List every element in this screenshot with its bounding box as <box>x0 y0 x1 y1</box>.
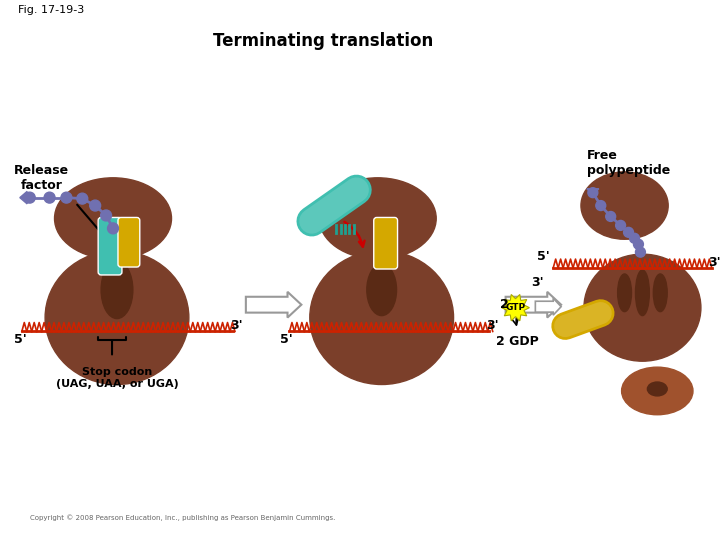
Polygon shape <box>587 188 599 195</box>
Text: 3': 3' <box>708 256 720 269</box>
Circle shape <box>44 192 55 203</box>
Text: Stop codon
(UAG, UAA, or UGA): Stop codon (UAG, UAA, or UGA) <box>55 367 179 389</box>
Ellipse shape <box>101 261 133 319</box>
Ellipse shape <box>319 178 436 259</box>
Ellipse shape <box>653 274 667 312</box>
Text: Fig. 17-19-3: Fig. 17-19-3 <box>18 5 84 15</box>
Ellipse shape <box>45 251 189 384</box>
Circle shape <box>24 192 35 203</box>
Circle shape <box>624 227 634 237</box>
Text: Copyright © 2008 Pearson Education, Inc., publishing as Pearson Benjamin Cumming: Copyright © 2008 Pearson Education, Inc.… <box>30 514 335 521</box>
FancyArrow shape <box>536 298 561 315</box>
Text: Release
factor: Release factor <box>14 164 69 192</box>
Circle shape <box>61 192 72 203</box>
Text: 2 GDP: 2 GDP <box>496 335 539 348</box>
Text: Terminating translation: Terminating translation <box>213 32 433 50</box>
Circle shape <box>588 188 598 198</box>
Circle shape <box>101 210 112 221</box>
Ellipse shape <box>636 270 649 315</box>
Ellipse shape <box>310 251 454 384</box>
Text: 5': 5' <box>537 250 550 263</box>
Ellipse shape <box>584 254 701 361</box>
Circle shape <box>107 223 119 234</box>
Circle shape <box>616 220 626 231</box>
Ellipse shape <box>621 367 693 415</box>
Ellipse shape <box>647 382 667 396</box>
Circle shape <box>636 247 645 257</box>
Text: 5': 5' <box>279 333 292 346</box>
Text: GTP: GTP <box>505 303 526 312</box>
FancyArrow shape <box>246 292 302 318</box>
Circle shape <box>606 212 616 221</box>
Text: 3': 3' <box>230 320 243 333</box>
Text: 2: 2 <box>500 298 508 310</box>
Circle shape <box>629 233 639 243</box>
Ellipse shape <box>55 178 171 259</box>
Circle shape <box>596 200 606 211</box>
Circle shape <box>634 239 644 249</box>
Circle shape <box>90 200 101 211</box>
Text: 3': 3' <box>531 276 544 289</box>
Polygon shape <box>20 192 34 204</box>
Circle shape <box>77 193 88 204</box>
FancyBboxPatch shape <box>98 218 122 275</box>
Text: 5': 5' <box>14 333 27 346</box>
Ellipse shape <box>366 264 397 315</box>
Text: 3': 3' <box>486 320 498 333</box>
FancyArrow shape <box>505 292 561 318</box>
FancyBboxPatch shape <box>118 218 140 267</box>
Text: Free
polypeptide: Free polypeptide <box>587 149 670 177</box>
Ellipse shape <box>581 172 668 239</box>
Polygon shape <box>502 294 529 321</box>
Ellipse shape <box>618 274 631 312</box>
FancyBboxPatch shape <box>374 218 397 269</box>
